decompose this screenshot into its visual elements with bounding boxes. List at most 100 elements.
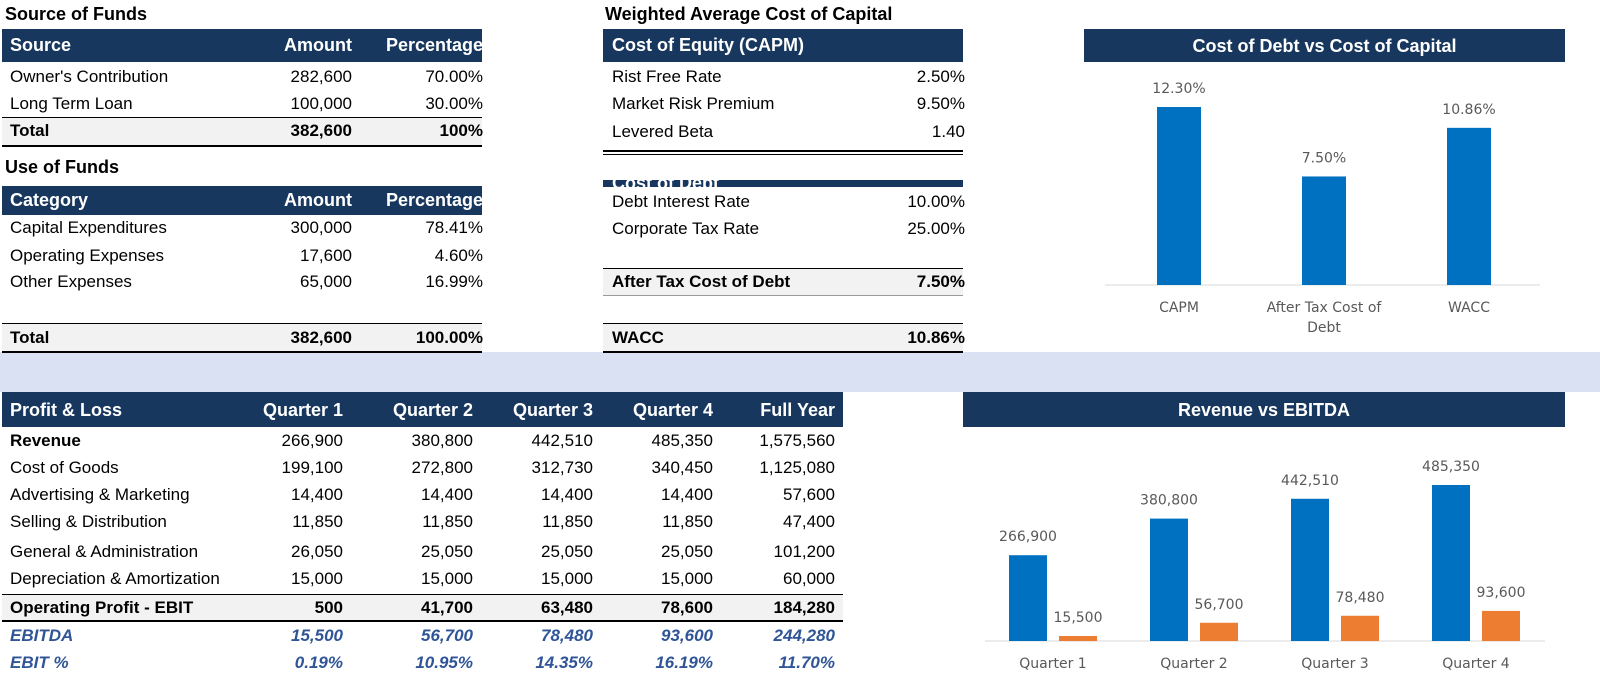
header-cell: Percentage	[385, 190, 483, 210]
table-cell: Cost of Goods	[10, 458, 119, 477]
total-row	[603, 268, 963, 296]
table-cell: 14,400	[421, 485, 473, 504]
header-cell: Amount	[284, 35, 352, 55]
header-cell: Quarter 4	[632, 400, 713, 420]
table-cell: 70.00%	[425, 67, 483, 86]
total-cell: After Tax Cost of Debt	[612, 272, 791, 291]
table-header	[2, 186, 482, 215]
table-cell: Selling & Distribution	[10, 512, 167, 531]
x-tick-label: Quarter 2	[1160, 656, 1228, 672]
ebit-pct-cell: 11.70%	[778, 653, 835, 672]
table-cell: 4.60%	[434, 246, 483, 265]
ebit-pct-cell: 10.95%	[415, 653, 473, 672]
table-cell: Advertising & Marketing	[10, 485, 190, 504]
ebit-pct-cell: 0.19%	[294, 653, 343, 672]
data-label: 380,800	[1140, 493, 1198, 509]
table-header	[2, 392, 843, 427]
data-label: 12.30%	[1152, 81, 1205, 97]
x-tick-label: CAPM	[1159, 300, 1199, 316]
header-cell: Percentage	[385, 35, 483, 55]
table-cell: 57,600	[783, 485, 835, 504]
table-cell: 14,400	[661, 485, 713, 504]
ebitda-cell: 93,600	[661, 626, 713, 645]
data-label: 7.50%	[1302, 150, 1346, 166]
table-cell: Levered Beta	[612, 122, 714, 141]
table-cell: Capital Expenditures	[10, 218, 167, 237]
table-cell: Other Expenses	[10, 272, 132, 291]
bar	[1009, 555, 1047, 641]
total-row	[2, 323, 482, 353]
header-cell: Source	[10, 35, 72, 55]
table-cell: Corporate Tax Rate	[612, 219, 760, 238]
ebitda-cell: 244,280	[773, 626, 835, 645]
table-cell: 25,050	[661, 542, 713, 561]
table-cell: 380,800	[411, 431, 473, 450]
bar	[1200, 622, 1238, 641]
table-cell: 11,850	[422, 512, 473, 531]
data-label: 78,480	[1336, 590, 1385, 606]
bar	[1447, 127, 1491, 286]
table-cell: 101,200	[773, 542, 835, 561]
header-cell: Category	[10, 190, 89, 210]
header-cell: Quarter 3	[512, 400, 593, 420]
data-label: 266,900	[999, 529, 1057, 545]
bar	[1432, 485, 1470, 641]
table-cell: Depreciation & Amortization	[10, 569, 220, 588]
total-cell: Total	[10, 328, 50, 347]
total-row	[2, 117, 482, 147]
total-cell: 63,480	[541, 598, 593, 617]
header-cell: Quarter 2	[392, 400, 473, 420]
table-cell: 26,050	[291, 542, 343, 561]
table-cell: 300,000	[290, 218, 352, 237]
table-cell: 11,850	[542, 512, 593, 531]
table-cell: 17,600	[300, 246, 352, 265]
chart-header	[1084, 29, 1565, 62]
table-cell: Rist Free Rate	[612, 67, 722, 86]
table-cell: 11,850	[292, 512, 343, 531]
ebit-pct-cell: 16.19%	[655, 653, 713, 672]
x-tick-label: After Tax Cost of Debt	[1266, 300, 1382, 336]
header-cell: Cost of Equity (CAPM)	[612, 35, 804, 55]
table-cell: 65,000	[300, 272, 352, 291]
bar	[1341, 615, 1379, 641]
bar	[1059, 636, 1097, 641]
ebitda-cell: 78,480	[541, 626, 593, 645]
total-cell: 7.50%	[916, 272, 965, 291]
bar	[1150, 518, 1188, 641]
data-label: 442,510	[1281, 473, 1339, 489]
table-header: Cost of Debt	[603, 180, 963, 187]
table-cell: Debt Interest Rate	[612, 192, 750, 211]
ebit-pct-cell: EBIT %	[10, 653, 69, 672]
total-cell: 382,600	[290, 121, 352, 140]
table-header	[603, 29, 963, 62]
total-cell: 41,700	[421, 598, 473, 617]
table-cell: 272,800	[411, 458, 473, 477]
x-tick-label: Quarter 1	[1019, 656, 1087, 672]
ebitda-cell: 56,700	[421, 626, 473, 645]
header-cell: Amount	[284, 190, 352, 210]
bar	[1302, 176, 1346, 285]
table-cell: Revenue	[10, 431, 81, 450]
data-label: 93,600	[1477, 585, 1526, 601]
ebit-pct-cell: 14.35%	[535, 653, 593, 672]
header-cell: Quarter 1	[262, 400, 343, 420]
total-cell: 78,600	[661, 598, 713, 617]
table-cell: 47,400	[783, 512, 835, 531]
table-cell: 485,350	[651, 431, 713, 450]
table-cell: 2.50%	[916, 67, 965, 86]
table-cell: 9.50%	[916, 94, 965, 113]
table-cell: 14,400	[291, 485, 343, 504]
section-title: Weighted Average Cost of Capital	[605, 4, 893, 24]
table-cell: 78.41%	[425, 218, 483, 237]
header-cell: Profit & Loss	[10, 400, 123, 420]
table-cell: 442,510	[531, 431, 593, 450]
table-cell: Long Term Loan	[10, 94, 133, 113]
table-cell: 266,900	[281, 431, 343, 450]
data-label: 485,350	[1422, 459, 1480, 475]
total-cell: 184,280	[773, 598, 835, 617]
ebitda-cell: EBITDA	[10, 626, 74, 645]
table-cell: 199,100	[281, 458, 343, 477]
table-header	[2, 29, 482, 62]
bar	[1291, 498, 1329, 641]
double-rule	[603, 150, 963, 155]
